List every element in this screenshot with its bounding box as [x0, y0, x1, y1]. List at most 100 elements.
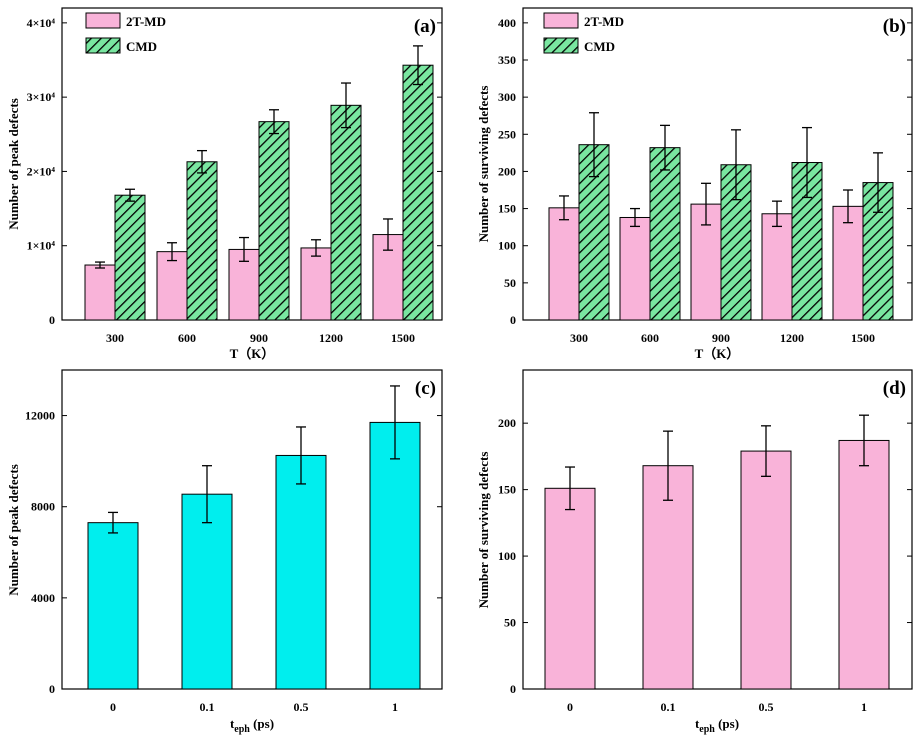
y-tick-label: 0	[49, 313, 55, 327]
panel-c-ticks: 0 4000 8000 12000 0 0.1 0.5 1	[25, 409, 442, 714]
bar-2t-md-600	[619, 216, 651, 321]
bar-cmd-1500	[402, 64, 434, 321]
x-tick-label: 1	[392, 700, 398, 714]
legend-swatch-cmd	[543, 37, 579, 54]
bar-2t-md-1200	[300, 247, 332, 321]
y-tick-label: 4×10⁴	[27, 16, 56, 30]
y-tick-label: 150	[498, 202, 516, 216]
panel-a-x-axis-title: T（K）	[230, 346, 275, 361]
x-title-subscript: eph	[234, 724, 250, 735]
bar-cmd-900	[258, 121, 290, 321]
x-tick-label: 300	[570, 331, 588, 345]
bar-cmd-900	[720, 164, 752, 321]
panel-a-ticks: 0 1×10⁴ 2×10⁴ 3×10⁴ 4×10⁴ 300 600 900 1200 1500	[27, 16, 442, 345]
y-tick-label: 300	[498, 90, 516, 104]
bar-2t-md-0	[544, 487, 596, 690]
panel-d-surviving-defects-vs-teph: (d) 0 50 100 150 200 0 0.1 0.5 1 teph (ps) Numbe…	[476, 369, 913, 735]
bar-cmd-600	[649, 147, 681, 321]
panel-c-frame	[61, 369, 443, 690]
y-tick-label: 100	[498, 549, 516, 563]
y-tick-label: 3×10⁴	[27, 90, 56, 104]
x-tick-label: 600	[641, 331, 659, 345]
bar-2t-md-300	[548, 207, 580, 321]
panel-a-y-axis-title: Number of peak defects	[6, 98, 21, 230]
panel-a-tag: (a)	[414, 16, 436, 37]
panel-a-legend: 2T-MD CMD	[85, 12, 166, 54]
panel-c-peak-defects-vs-teph: (c) 0 4000 8000 12000 0 0.1 0.5 1 teph (ps) Num…	[6, 369, 443, 735]
bar-2t-md-1	[369, 421, 421, 690]
x-tick-label: 1200	[319, 331, 343, 345]
x-tick-label: 0.1	[661, 700, 676, 714]
y-tick-label: 250	[498, 127, 516, 141]
x-title-subscript: eph	[699, 724, 715, 735]
x-tick-label: 1500	[851, 331, 875, 345]
x-tick-label: 0.5	[759, 700, 774, 714]
x-tick-label: 900	[250, 331, 268, 345]
panel-a-peak-defects-vs-temperature: (a) 0 1×10⁴ 2×10⁴ 3×10⁴ 4×10⁴ 300 600 900 1200 15…	[6, 7, 443, 361]
x-tick-label: 1500	[391, 331, 415, 345]
legend-swatch-cmd	[85, 37, 121, 54]
y-tick-label: 0	[510, 313, 516, 327]
bar-2t-md-0.1	[181, 493, 233, 690]
bar-2t-md-0.5	[275, 454, 327, 690]
x-tick-label: 0	[567, 700, 573, 714]
panel-d-ticks: 0 50 100 150 200 0 0.1 0.5 1	[498, 416, 912, 714]
x-tick-label: 0.5	[294, 700, 309, 714]
panel-a-bars	[84, 45, 434, 321]
bar-cmd-600	[186, 161, 218, 321]
x-title-unit: (ps)	[250, 716, 274, 731]
panel-d-bars	[544, 414, 890, 690]
x-tick-label: 600	[178, 331, 196, 345]
x-title-unit: (ps)	[715, 716, 739, 731]
y-tick-label: 100	[498, 239, 516, 253]
panel-d-tag: (d)	[883, 378, 906, 399]
y-tick-label: 200	[498, 416, 516, 430]
panel-b-bars	[548, 112, 894, 321]
bar-cmd-1200	[330, 104, 362, 321]
panel-c-bars	[87, 385, 421, 690]
panel-d-x-axis-title: teph (ps)	[695, 716, 739, 735]
y-tick-label: 50	[504, 616, 516, 630]
bar-2t-md-1200	[761, 213, 793, 321]
y-tick-label: 400	[498, 16, 516, 30]
bar-2t-md-1	[838, 439, 890, 690]
bar-2t-md-0	[87, 522, 139, 690]
legend-label-cmd: CMD	[126, 39, 157, 54]
panel-b-legend: 2T-MD CMD	[543, 12, 624, 54]
y-tick-label: 4000	[31, 591, 55, 605]
panel-b-y-axis-title: Number of surviving defects	[476, 86, 491, 243]
y-tick-label: 2×10⁴	[27, 164, 56, 178]
x-tick-label: 0	[110, 700, 116, 714]
panel-c-x-axis-title: teph (ps)	[230, 716, 274, 735]
y-tick-label: 8000	[31, 500, 55, 514]
y-tick-label: 0	[510, 682, 516, 696]
bar-2t-md-0.5	[740, 450, 792, 690]
legend-swatch-2t-md	[85, 12, 121, 29]
y-tick-label: 200	[498, 164, 516, 178]
panel-b-surviving-defects-vs-temperature: (b) 0 50 100 150 200 250 300 350 400 300 600 900 120…	[476, 7, 913, 361]
y-tick-label: 0	[49, 682, 55, 696]
y-tick-label: 1×10⁴	[27, 239, 56, 253]
bar-2t-md-600	[156, 251, 188, 321]
x-tick-label: 0.1	[200, 700, 215, 714]
y-tick-label: 12000	[25, 409, 55, 423]
legend-label-cmd: CMD	[584, 39, 615, 54]
panel-d-y-axis-title: Number of surviving defects	[476, 452, 491, 609]
legend-label-2t-md: 2T-MD	[584, 14, 624, 29]
x-tick-label: 1	[861, 700, 867, 714]
bar-2t-md-1500	[832, 205, 864, 321]
x-title-main: t	[230, 716, 235, 731]
x-tick-label: 1200	[780, 331, 804, 345]
legend-swatch-2t-md	[543, 12, 579, 29]
panel-b-tag: (b)	[883, 16, 906, 37]
panel-b-ticks: 0 50 100 150 200 250 300 350 400 300 600 900 1200 150…	[498, 16, 912, 345]
panel-c-tag: (c)	[415, 378, 436, 399]
panel-d-frame	[522, 369, 913, 690]
panel-c-y-axis-title: Number of peak defects	[6, 464, 21, 596]
x-tick-label: 300	[106, 331, 124, 345]
y-tick-label: 50	[504, 276, 516, 290]
bar-2t-md-300	[84, 264, 116, 321]
y-tick-label: 150	[498, 483, 516, 497]
panel-b-x-axis-title: T（K）	[695, 346, 740, 361]
